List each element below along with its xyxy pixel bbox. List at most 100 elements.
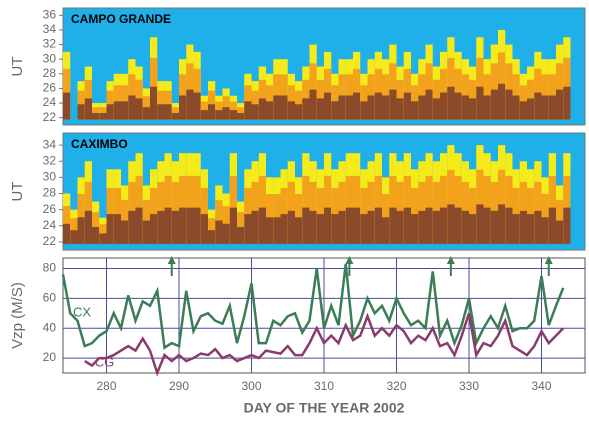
activity-column-core — [135, 207, 143, 244]
activity-column-core — [389, 89, 397, 120]
activity-column-core — [244, 101, 252, 120]
activity-column-core — [273, 95, 281, 120]
activity-column-core — [541, 217, 549, 244]
activity-column-core — [432, 210, 440, 244]
activity-column-core — [121, 220, 129, 244]
activity-column-core — [106, 214, 114, 244]
activity-column-core — [266, 217, 274, 244]
activity-column-core — [142, 220, 150, 244]
activity-column-core — [469, 98, 477, 120]
activity-column-core — [280, 214, 288, 244]
activity-column-core — [92, 226, 100, 244]
activity-column-core — [324, 207, 332, 244]
activity-column-core — [200, 110, 208, 120]
activity-column-core — [106, 104, 114, 120]
activity-column-core — [490, 210, 498, 244]
activity-column-core — [374, 207, 382, 244]
activity-column-core — [215, 220, 223, 244]
activity-column-core — [411, 101, 419, 120]
activity-column-core — [338, 210, 346, 244]
activity-column-core — [287, 101, 295, 120]
activity-column-core — [476, 86, 484, 120]
x-tick-label: 340 — [531, 379, 551, 393]
activity-column-core — [258, 98, 266, 120]
y-tick-label: 26 — [43, 81, 57, 95]
activity-column-core — [353, 207, 361, 244]
activity-column-core — [432, 98, 440, 120]
activity-column-core — [215, 110, 223, 120]
activity-column-core — [128, 210, 136, 244]
activity-column-core — [374, 92, 382, 120]
activity-column-core — [556, 220, 564, 244]
activity-column-core — [331, 214, 339, 244]
activity-column-core — [266, 101, 274, 120]
activity-column-core — [63, 92, 71, 120]
activity-column-core — [425, 89, 433, 120]
activity-column-core — [113, 101, 121, 120]
activity-column-core — [389, 207, 397, 244]
activity-column-core — [353, 92, 361, 120]
activity-column-core — [338, 95, 346, 120]
activity-column-core — [382, 95, 390, 120]
activity-column-core — [418, 210, 426, 244]
activity-column-core — [208, 104, 216, 120]
activity-column-core — [280, 95, 288, 120]
activity-column-core — [527, 214, 535, 244]
series-line — [61, 263, 565, 350]
activity-column-core — [193, 207, 201, 244]
activity-column-core — [150, 86, 158, 120]
y-tick-label: 28 — [43, 186, 57, 200]
activity-column-core — [316, 98, 324, 120]
activity-column-core — [164, 207, 172, 244]
y-tick-label: 40 — [43, 320, 57, 334]
activity-column-core — [331, 101, 339, 120]
activity-column-core — [425, 207, 433, 244]
activity-column-core — [367, 210, 375, 244]
activity-column-core — [411, 214, 419, 244]
activity-column-core — [440, 92, 448, 120]
activity-column-core — [563, 207, 571, 244]
activity-column-core — [396, 210, 404, 244]
activity-column-core — [512, 214, 520, 244]
activity-column-core — [403, 92, 411, 120]
activity-column-core — [128, 95, 136, 120]
activity-column-core — [171, 210, 179, 244]
activity-column-core — [222, 223, 230, 244]
activity-column-core — [273, 217, 281, 244]
activity-column-core — [483, 207, 491, 244]
activity-column-core — [403, 207, 411, 244]
activity-column-core — [512, 95, 520, 120]
activity-column-core — [345, 207, 353, 244]
activity-column-core — [556, 89, 564, 120]
activity-column-core — [287, 210, 295, 244]
y-tick-label: 60 — [43, 290, 57, 304]
x-tick-label: 280 — [96, 379, 116, 393]
activity-column-core — [171, 113, 179, 120]
activity-column-core — [92, 113, 100, 120]
activity-column-core — [208, 230, 216, 244]
y-tick-label: 36 — [43, 7, 57, 21]
activity-column-core — [295, 104, 303, 120]
activity-column-core — [367, 95, 375, 120]
activity-column-core — [382, 217, 390, 244]
activity-column-core — [324, 92, 332, 120]
activity-column-core — [534, 92, 542, 120]
activity-column-core — [534, 210, 542, 244]
activity-column-core — [229, 207, 237, 244]
x-axis-label: DAY OF THE YEAR 2002 — [244, 400, 405, 416]
activity-column-core — [519, 210, 527, 244]
y-tick-label: 28 — [43, 66, 57, 80]
activity-column-core — [454, 207, 462, 244]
activity-column-core — [244, 214, 252, 244]
y-axis-label: UT — [9, 182, 26, 202]
y-axis-label: Vzp (M/S) — [9, 282, 26, 349]
y-tick-label: 34 — [43, 137, 57, 151]
y-tick-label: 30 — [43, 51, 57, 65]
activity-column-core — [548, 95, 556, 120]
activity-column-core — [548, 207, 556, 244]
activity-column-core — [498, 83, 506, 120]
series-label: CG — [95, 354, 115, 369]
y-tick-label: 22 — [43, 110, 57, 124]
y-tick-label: 80 — [43, 261, 57, 275]
